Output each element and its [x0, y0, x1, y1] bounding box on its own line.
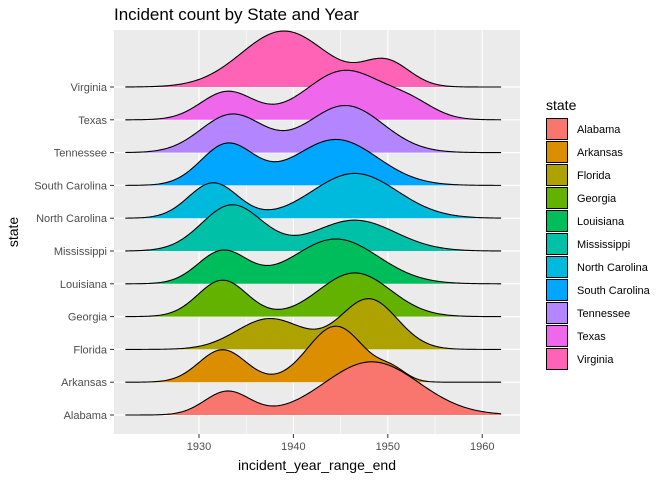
ridge-outline-mississippi	[125, 204, 502, 252]
ridge-outline-arkansas	[125, 325, 502, 383]
legend-swatch-south-carolina	[546, 279, 568, 301]
ridge-area-texas	[125, 70, 502, 120]
y-tick-label: Virginia	[71, 82, 108, 94]
legend-swatch-mississippi	[546, 233, 568, 255]
ridge-area-arkansas	[125, 326, 502, 383]
y-tick-label: South Carolina	[34, 180, 108, 192]
legend-label-florida: Florida	[577, 170, 612, 182]
ridge-outline-louisiana	[125, 238, 502, 285]
legend-label-alabama: Alabama	[577, 124, 621, 136]
ridge-area-north-carolina	[125, 173, 502, 219]
x-tick-label: 1940	[281, 441, 305, 453]
y-tick-label: North Carolina	[36, 213, 108, 225]
legend-swatch-arkansas	[546, 141, 568, 163]
ridge-outline-florida	[125, 298, 502, 350]
legend-swatch-tennessee	[546, 302, 568, 324]
legend-swatch-louisiana	[546, 210, 568, 232]
legend-label-texas: Texas	[577, 331, 606, 343]
y-tick-label: Arkansas	[61, 377, 107, 389]
ridge-outline-south-carolina	[125, 138, 502, 186]
ridge-area-virginia	[125, 31, 502, 87]
x-tick-label: 1930	[187, 441, 211, 453]
ridge-outline-texas	[125, 69, 502, 121]
x-tick-label: 1960	[470, 441, 494, 453]
ridges	[125, 30, 502, 416]
legend-swatch-alabama	[546, 118, 568, 140]
legend-label-arkansas: Arkansas	[577, 147, 623, 159]
legend-title: state	[546, 97, 577, 113]
legend-swatch-georgia	[546, 187, 568, 209]
y-axis: Alabama Arkansas Florida Georgia Louisiana Mi…	[34, 82, 114, 422]
ridge-outline-tennessee	[125, 104, 502, 154]
ridge-area-louisiana	[125, 239, 502, 284]
x-axis: 1930 1940 1950 1960	[187, 434, 494, 453]
ridge-area-florida	[125, 298, 502, 350]
legend-swatch-florida	[546, 164, 568, 186]
y-tick-label: Florida	[73, 344, 108, 356]
ridge-area-mississippi	[125, 204, 502, 251]
y-tick-label: Louisiana	[60, 279, 108, 291]
legend-label-louisiana: Louisiana	[577, 216, 625, 228]
ridge-outline-north-carolina	[125, 172, 502, 219]
x-axis-title: incident_year_range_end	[238, 457, 396, 473]
chart-title: Incident count by State and Year	[114, 5, 359, 24]
ridge-outline-alabama	[125, 361, 502, 416]
legend-label-virginia: Virginia	[577, 354, 614, 366]
x-tick-label: 1950	[376, 441, 400, 453]
legend-label-tennessee: Tennessee	[577, 308, 630, 320]
y-tick-label: Alabama	[64, 410, 108, 422]
ridge-outline-georgia	[125, 272, 502, 318]
legend-label-south-carolina: South Carolina	[577, 285, 651, 297]
legend-label-north-carolina: North Carolina	[577, 262, 649, 274]
legend-label-georgia: Georgia	[577, 193, 617, 205]
legend-swatch-virginia	[546, 348, 568, 370]
y-tick-label: Tennessee	[54, 148, 107, 160]
ridge-area-south-carolina	[125, 139, 502, 186]
legend-swatch-north-carolina	[546, 256, 568, 278]
y-axis-title: state	[5, 217, 21, 248]
legend-swatch-texas	[546, 325, 568, 347]
legend: state Alabama Arkansas Florida Georgia Louis…	[546, 97, 651, 370]
y-tick-label: Mississippi	[54, 246, 107, 258]
y-tick-label: Texas	[78, 115, 107, 127]
y-tick-label: Georgia	[68, 312, 108, 324]
legend-label-mississippi: Mississippi	[577, 239, 630, 251]
ridge-outline-virginia	[125, 30, 502, 88]
